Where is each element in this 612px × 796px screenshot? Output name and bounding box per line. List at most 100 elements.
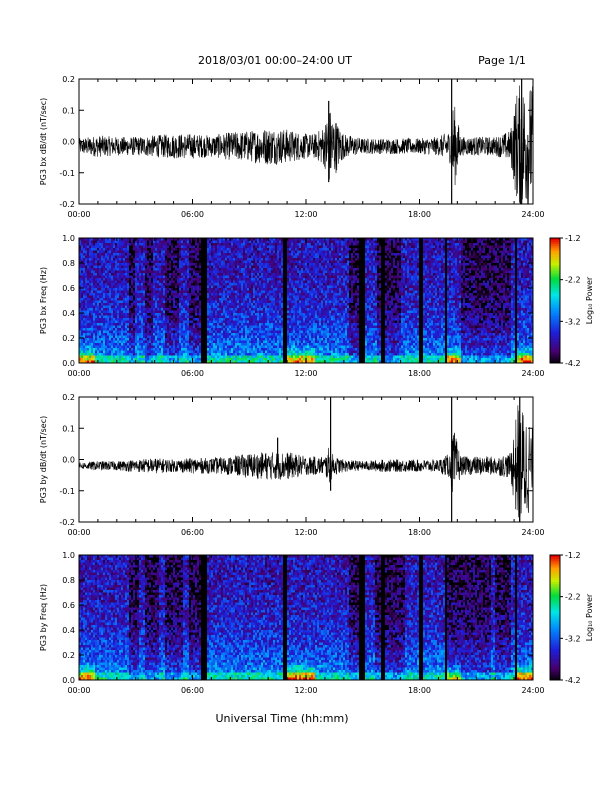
heatmap-cell: [263, 348, 265, 351]
heatmap-cell: [137, 256, 139, 259]
heatmap-cell: [163, 311, 165, 314]
heatmap-cell: [175, 271, 177, 274]
heatmap-cell: [133, 336, 135, 339]
heatmap-cell: [247, 276, 249, 279]
heatmap-cell: [81, 296, 83, 299]
heatmap-cell: [213, 308, 215, 311]
heatmap-cell: [227, 311, 229, 314]
heatmap-cell: [157, 296, 159, 299]
heatmap-cell: [251, 311, 253, 314]
heatmap-cell: [205, 258, 207, 261]
heatmap-cell: [171, 243, 173, 246]
heatmap-cell: [129, 341, 131, 344]
heatmap-cell: [81, 341, 83, 344]
heatmap-cell: [101, 246, 103, 249]
heatmap-cell: [89, 288, 91, 291]
heatmap-cell: [165, 283, 167, 286]
heatmap-cell: [115, 271, 117, 274]
heatmap-cell: [137, 286, 139, 289]
heatmap-cell: [87, 303, 89, 306]
heatmap-cell: [143, 298, 145, 301]
heatmap-cell: [193, 331, 195, 334]
heatmap-cell: [103, 251, 105, 254]
heatmap-cell: [195, 248, 197, 251]
heatmap-cell: [193, 281, 195, 284]
heatmap-cell: [109, 358, 111, 361]
heatmap-cell: [107, 321, 109, 324]
signal-trace: [79, 85, 533, 204]
heatmap-cell: [209, 251, 211, 254]
heatmap-cell: [83, 351, 85, 354]
heatmap-cell: [117, 268, 119, 271]
heatmap-cell: [137, 298, 139, 301]
heatmap-cell: [173, 318, 175, 321]
heatmap-cell: [211, 276, 213, 279]
heatmap-cell: [109, 318, 111, 321]
heatmap-cell: [207, 333, 209, 336]
heatmap-cell: [131, 268, 133, 271]
heatmap-cell: [243, 356, 245, 359]
heatmap-cell: [199, 291, 201, 294]
heatmap-cell: [269, 281, 271, 284]
heatmap-cell: [101, 306, 103, 309]
heatmap-cell: [171, 266, 173, 269]
heatmap-cell: [271, 338, 273, 341]
heatmap-cell: [249, 336, 251, 339]
heatmap-cell: [165, 343, 167, 346]
heatmap-cell: [259, 296, 261, 299]
heatmap-cell: [103, 261, 105, 264]
heatmap-cell: [181, 286, 183, 289]
heatmap-cell: [127, 346, 129, 349]
heatmap-cell: [157, 303, 159, 306]
heatmap-cell: [259, 313, 261, 316]
heatmap-cell: [179, 283, 181, 286]
heatmap-cell: [143, 343, 145, 346]
heatmap-cell: [129, 328, 131, 331]
heatmap-cell: [119, 276, 121, 279]
heatmap-cell: [165, 248, 167, 251]
heatmap-cell: [159, 253, 161, 256]
heatmap-cell: [205, 348, 207, 351]
heatmap-cell: [167, 353, 169, 356]
heatmap-cell: [249, 331, 251, 334]
heatmap-cell: [147, 353, 149, 356]
heatmap-cell: [153, 311, 155, 314]
heatmap-cell: [267, 356, 269, 359]
heatmap-cell: [87, 318, 89, 321]
heatmap-cell: [177, 331, 179, 334]
heatmap-cell: [229, 316, 231, 319]
heatmap-cell: [253, 258, 255, 261]
heatmap-cell: [225, 263, 227, 266]
heatmap-cell: [233, 308, 235, 311]
heatmap-cell: [141, 248, 143, 251]
heatmap-cell: [151, 288, 153, 291]
heatmap-cell: [229, 326, 231, 329]
heatmap-cell: [121, 271, 123, 274]
heatmap-cell: [149, 313, 151, 316]
heatmap-cell: [87, 306, 89, 309]
heatmap-cell: [143, 356, 145, 359]
heatmap-cell: [111, 246, 113, 249]
heatmap-cell: [267, 263, 269, 266]
heatmap-cell: [255, 296, 257, 299]
heatmap-cell: [171, 241, 173, 244]
heatmap-cell: [215, 308, 217, 311]
heatmap-cell: [255, 338, 257, 341]
heatmap-cell: [123, 243, 125, 246]
heatmap-cell: [219, 311, 221, 314]
heatmap-cell: [257, 311, 259, 314]
heatmap-cell: [265, 308, 267, 311]
heatmap-cell: [157, 331, 159, 334]
heatmap-cell: [97, 336, 99, 339]
heatmap-cell: [211, 308, 213, 311]
heatmap-cell: [169, 241, 171, 244]
heatmap-cell: [255, 346, 257, 349]
heatmap-cell: [241, 343, 243, 346]
heatmap-cell: [123, 341, 125, 344]
heatmap-cell: [207, 301, 209, 304]
heatmap-cell: [139, 313, 141, 316]
heatmap-cell: [215, 348, 217, 351]
heatmap-cell: [147, 256, 149, 259]
heatmap-cell: [219, 243, 221, 246]
heatmap-cell: [235, 343, 237, 346]
